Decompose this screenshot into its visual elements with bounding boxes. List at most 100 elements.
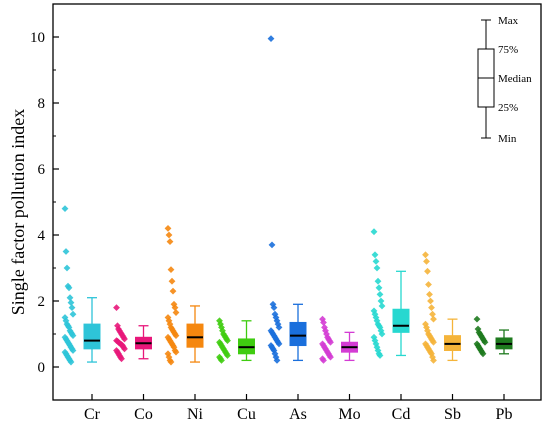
- data-point: [121, 335, 128, 343]
- data-point: [473, 315, 481, 323]
- data-point: [430, 315, 437, 323]
- box-body: [83, 323, 101, 350]
- data-point: [320, 357, 327, 364]
- data-point: [275, 340, 283, 348]
- data-point: [67, 299, 75, 307]
- data-point: [172, 309, 180, 316]
- data-point: [428, 350, 435, 358]
- legend-label: Min: [498, 133, 517, 145]
- data-point: [165, 231, 173, 239]
- series-as: [267, 35, 307, 364]
- y-tick-label: 4: [38, 228, 46, 244]
- series-cr: [61, 205, 101, 366]
- data-point: [61, 314, 69, 321]
- x-category-label: As: [289, 406, 307, 423]
- data-point: [273, 357, 281, 364]
- data-point: [172, 348, 180, 356]
- x-category-label: Ni: [187, 406, 204, 423]
- x-category-label: Cr: [84, 406, 101, 423]
- data-point: [423, 258, 430, 265]
- data-point: [271, 350, 279, 358]
- data-point: [275, 324, 283, 331]
- y-tick-label: 10: [30, 30, 45, 46]
- x-axis: Cr Co Ni Cu As Mo Cd Sb Pb: [84, 394, 512, 423]
- data-point: [164, 314, 172, 321]
- data-point: [172, 332, 180, 340]
- y-axis: 0 2 4 6 8 10: [30, 3, 59, 401]
- data-point: [378, 330, 386, 338]
- data-point: [430, 338, 437, 346]
- legend-label: 25%: [498, 102, 518, 114]
- data-point: [474, 325, 482, 333]
- data-point: [273, 317, 281, 325]
- x-category-label: Co: [134, 406, 153, 423]
- data-point: [224, 337, 231, 344]
- data-point: [167, 266, 175, 274]
- series-cu: [216, 317, 255, 364]
- legend-label: Median: [498, 73, 532, 85]
- data-point: [69, 310, 77, 318]
- data-point: [373, 317, 381, 325]
- data-point: [429, 310, 436, 318]
- x-category-label: Cd: [392, 406, 411, 423]
- data-point: [167, 358, 175, 366]
- data-point: [481, 338, 489, 346]
- data-point: [377, 297, 385, 305]
- data-point: [372, 314, 380, 321]
- data-point: [373, 264, 381, 272]
- x-category-label: Mo: [338, 406, 360, 423]
- data-point: [121, 345, 128, 353]
- series-mo: [319, 315, 358, 364]
- data-point: [224, 352, 231, 359]
- data-point: [425, 281, 432, 288]
- box-legend: Max 75% Median 25% Min: [477, 15, 532, 145]
- data-point: [267, 35, 275, 43]
- data-point: [370, 228, 378, 236]
- y-tick-label: 0: [38, 360, 46, 376]
- series-pb: [473, 315, 513, 358]
- data-point: [430, 357, 437, 364]
- data-point: [270, 347, 278, 354]
- data-point: [169, 287, 177, 295]
- data-point: [376, 291, 384, 298]
- data-point: [370, 333, 378, 341]
- data-point: [68, 304, 76, 311]
- data-point: [67, 358, 75, 366]
- data-point: [171, 304, 179, 311]
- data-point: [164, 225, 172, 232]
- legend-label: Max: [498, 15, 519, 27]
- data-point: [65, 284, 73, 292]
- data-point: [327, 353, 334, 361]
- data-point: [166, 238, 174, 245]
- series-sb: [422, 251, 461, 364]
- data-point: [371, 251, 379, 259]
- data-point: [426, 291, 433, 298]
- data-point: [428, 304, 435, 311]
- data-point: [69, 347, 77, 354]
- data-point: [218, 357, 225, 364]
- data-point: [69, 332, 77, 340]
- y-tick-label: 6: [38, 162, 46, 178]
- data-point: [479, 350, 487, 358]
- data-point: [320, 319, 327, 326]
- data-point: [62, 248, 70, 255]
- legend-label: 75%: [498, 44, 518, 56]
- data-point: [113, 304, 120, 311]
- data-point: [427, 297, 434, 305]
- y-tick-label: 2: [38, 294, 46, 310]
- data-point: [327, 338, 334, 346]
- data-point: [422, 251, 429, 259]
- x-category-label: Cu: [237, 406, 256, 423]
- data-point: [270, 304, 278, 311]
- data-point: [376, 352, 384, 359]
- data-point: [268, 241, 276, 249]
- series-cd: [370, 228, 410, 359]
- data-point: [66, 294, 74, 302]
- y-tick-label: 8: [38, 96, 46, 112]
- data-point: [424, 267, 431, 275]
- data-point: [63, 264, 71, 272]
- series-ni: [164, 225, 204, 366]
- data-point: [269, 300, 277, 308]
- data-point: [118, 355, 125, 363]
